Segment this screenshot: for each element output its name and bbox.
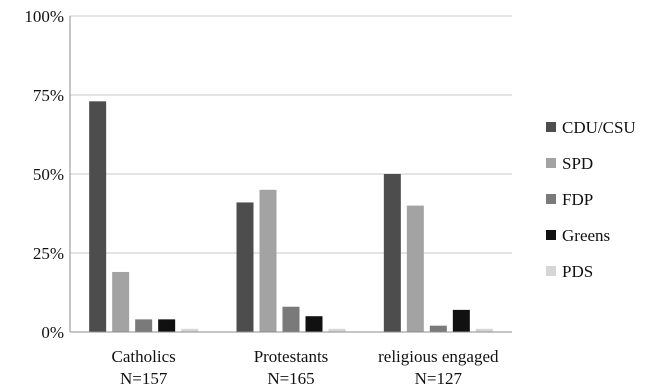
y-tick-label: 25% xyxy=(33,244,64,263)
legend-label: FDP xyxy=(562,190,593,209)
y-axis-tick-labels: 0% 25% 50% 75% 100% xyxy=(24,7,64,342)
bar-spd-2 xyxy=(406,205,424,332)
x-category-label: religious engaged xyxy=(378,347,499,366)
bar-greens-0 xyxy=(158,319,176,332)
bar-cdu-csu-2 xyxy=(383,174,401,332)
bar-fdp-2 xyxy=(429,325,447,332)
legend-label: SPD xyxy=(562,154,593,173)
legend-swatch-spd xyxy=(546,158,556,168)
bar-pds-2 xyxy=(475,328,493,332)
bar-pds-0 xyxy=(181,328,199,332)
x-category-label: Catholics xyxy=(112,347,176,366)
x-category-sample-size: N=127 xyxy=(415,369,463,388)
legend: CDU/CSU SPD FDP Greens PDS xyxy=(546,118,636,281)
legend-swatch-fdp xyxy=(546,194,556,204)
x-category-label: Protestants xyxy=(254,347,329,366)
bar-greens-1 xyxy=(305,316,323,332)
bar-pds-1 xyxy=(328,328,346,332)
y-tick-label: 0% xyxy=(41,323,64,342)
bar-fdp-1 xyxy=(282,306,300,332)
legend-swatch-greens xyxy=(546,230,556,240)
legend-label: CDU/CSU xyxy=(562,118,636,137)
bar-cdu-csu-0 xyxy=(89,101,107,332)
x-category-sample-size: N=165 xyxy=(267,369,314,388)
gridlines xyxy=(70,15,512,254)
bar-spd-0 xyxy=(112,271,130,332)
y-tick-label: 100% xyxy=(24,7,64,26)
legend-label: Greens xyxy=(562,226,610,245)
x-axis-category-labels: Catholics N=157 Protestants N=165 religious … xyxy=(112,347,499,388)
bar-fdp-0 xyxy=(135,319,153,332)
y-tick-label: 75% xyxy=(33,86,64,105)
legend-label: PDS xyxy=(562,262,593,281)
y-tick-label: 50% xyxy=(33,165,64,184)
bar-greens-2 xyxy=(452,309,470,332)
bar-cdu-csu-1 xyxy=(236,202,254,332)
bars xyxy=(89,101,493,332)
x-category-sample-size: N=157 xyxy=(120,369,168,388)
legend-swatch-pds xyxy=(546,266,556,276)
bar-spd-1 xyxy=(259,189,277,332)
legend-swatch-cdu-csu xyxy=(546,122,556,132)
